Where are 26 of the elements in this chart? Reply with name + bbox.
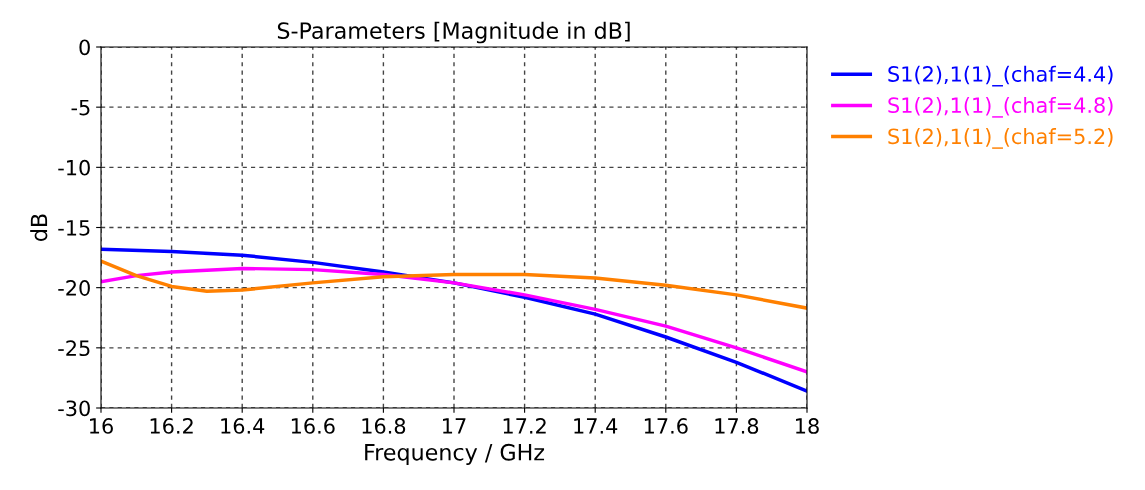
legend-label: S1(2),1(1)_(chaf=5.2) xyxy=(888,128,1113,149)
x-tick-label: 17.2 xyxy=(503,418,546,434)
x-tick-label: 18 xyxy=(796,418,819,434)
y-tick-label: -15 xyxy=(58,220,90,236)
y-tick-label: -5 xyxy=(71,99,90,116)
x-tick-label: 16.2 xyxy=(150,418,193,434)
legend-label: S1(2),1(1)_(chaf=4.8) xyxy=(888,96,1113,118)
y-tick-label: 0 xyxy=(79,39,90,56)
y-tick-label: -10 xyxy=(58,159,90,176)
x-tick-label: 16.8 xyxy=(362,418,406,434)
line-series xyxy=(101,259,807,310)
x-tick-label: 16 xyxy=(90,418,113,434)
x-tick-label: 17.6 xyxy=(644,418,688,434)
x-tick-label: 17 xyxy=(443,418,466,434)
y-tick-label: -25 xyxy=(58,340,90,357)
y-tick-label: -20 xyxy=(58,280,90,296)
chart-title: S-Parameters [Magnitude in dB] xyxy=(277,21,630,44)
x-axis-title: Frequency / GHz xyxy=(365,443,545,465)
x-tick-label: 17.4 xyxy=(574,418,618,434)
y-tick-label: -30 xyxy=(58,400,90,417)
legend-label: S1(2),1(1)_(chaf=4.4) xyxy=(888,65,1113,87)
line-series xyxy=(101,266,807,374)
x-tick-label: 16.6 xyxy=(291,418,335,434)
x-tick-label: 17.8 xyxy=(715,418,759,434)
x-tick-label: 16.4 xyxy=(221,418,265,434)
y-axis-title: dB xyxy=(30,214,48,241)
